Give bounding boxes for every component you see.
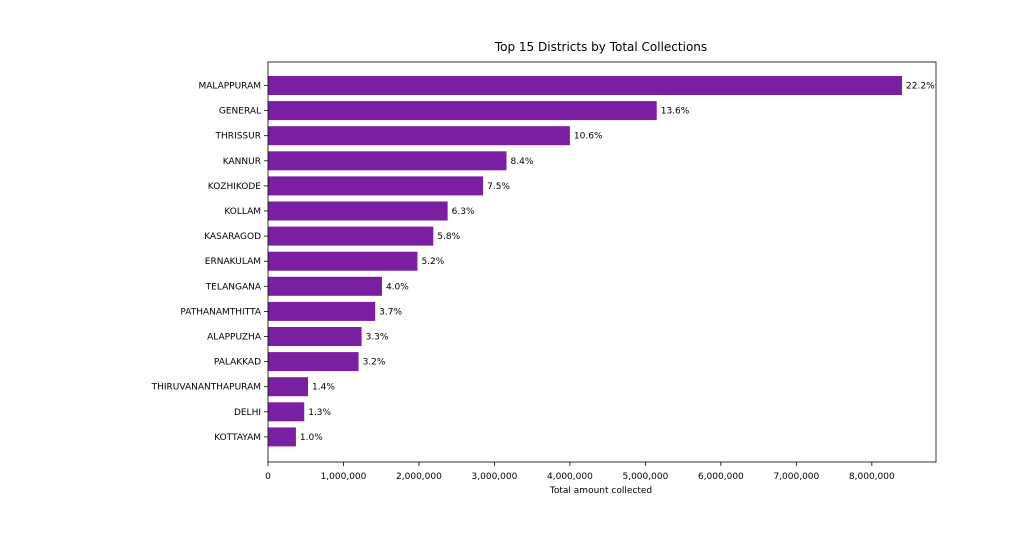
- bar-kozhikode: [268, 176, 484, 196]
- bar-thiruvananthapuram: [268, 377, 309, 397]
- data-label: 4.0%: [386, 282, 409, 292]
- category-label: PALAKKAD: [214, 358, 261, 368]
- data-label: 13.6%: [661, 107, 690, 117]
- data-label: 3.3%: [366, 333, 389, 343]
- data-label: 3.7%: [379, 307, 402, 317]
- bar-kannur: [268, 151, 507, 171]
- data-label: 10.6%: [574, 132, 603, 142]
- category-label: TELANGANA: [205, 282, 262, 292]
- category-label: GENERAL: [219, 107, 261, 117]
- bars-group: [268, 76, 903, 447]
- data-label: 8.4%: [511, 157, 534, 167]
- data-labels: 22.2% 13.6% 10.6% 8.4% 7.5% 6.3% 5.8% 5.2% 4.0% 3…: [300, 82, 935, 443]
- bar-telangana: [268, 276, 382, 296]
- data-label: 5.2%: [421, 257, 444, 267]
- data-label: 1.4%: [312, 383, 335, 393]
- chart-title: Top 15 Districts by Total Collections: [494, 40, 707, 54]
- category-label: PATHANAMTHITTA: [180, 307, 261, 317]
- category-label: MALAPPURAM: [198, 82, 261, 92]
- x-tick-label: 6,000,000: [698, 472, 744, 482]
- bar-alappuzha: [268, 327, 362, 346]
- bar-malappuram: [268, 76, 903, 95]
- category-label: KOTTAYAM: [214, 433, 261, 443]
- data-label: 3.2%: [363, 358, 386, 368]
- data-label: 5.8%: [437, 232, 460, 242]
- bar-delhi: [268, 402, 305, 422]
- x-tick-label: 3,000,000: [472, 472, 518, 482]
- bar-palakkad: [268, 352, 359, 372]
- category-label: THIRUVANANTHAPURAM: [151, 383, 261, 393]
- bar-general: [268, 101, 657, 121]
- plot-frame: [267, 61, 937, 463]
- bar-kottayam: [268, 427, 296, 447]
- data-label: 1.0%: [300, 433, 323, 443]
- data-label: 22.2%: [906, 82, 935, 92]
- x-tick-label: 5,000,000: [622, 472, 668, 482]
- category-label: ALAPPUZHA: [207, 333, 262, 343]
- x-axis-label: Total amount collected: [549, 486, 652, 496]
- x-tick-label: 8,000,000: [849, 472, 895, 482]
- category-label: ERNAKULAM: [205, 257, 261, 267]
- category-label: KANNUR: [223, 157, 261, 167]
- x-tick-label: 2,000,000: [396, 472, 442, 482]
- x-tick-label: 0: [265, 472, 271, 482]
- data-label: 6.3%: [452, 207, 475, 217]
- x-tick-label: 4,000,000: [547, 472, 593, 482]
- bar-kasaragod: [268, 226, 434, 246]
- category-label: DELHI: [234, 408, 261, 418]
- category-label: THRISSUR: [215, 132, 261, 142]
- data-label: 1.3%: [308, 408, 331, 418]
- x-tick-label: 7,000,000: [773, 472, 819, 482]
- bar-ernakulam: [268, 251, 418, 271]
- category-labels: MALAPPURAM GENERAL THRISSUR KANNUR KOZHIKODE…: [151, 82, 268, 443]
- bar-thrissur: [268, 126, 570, 146]
- x-tick-label: 1,000,000: [321, 472, 367, 482]
- category-label: KOZHIKODE: [208, 182, 262, 192]
- bar-pathanamthitta: [268, 301, 376, 321]
- x-axis-ticks: 0 1,000,000 2,000,000 3,000,000 4,000,000 5,0…: [265, 462, 895, 482]
- category-label: KASARAGOD: [204, 232, 261, 242]
- category-label: KOLLAM: [224, 207, 261, 217]
- bar-kollam: [268, 201, 448, 221]
- data-label: 7.5%: [487, 182, 510, 192]
